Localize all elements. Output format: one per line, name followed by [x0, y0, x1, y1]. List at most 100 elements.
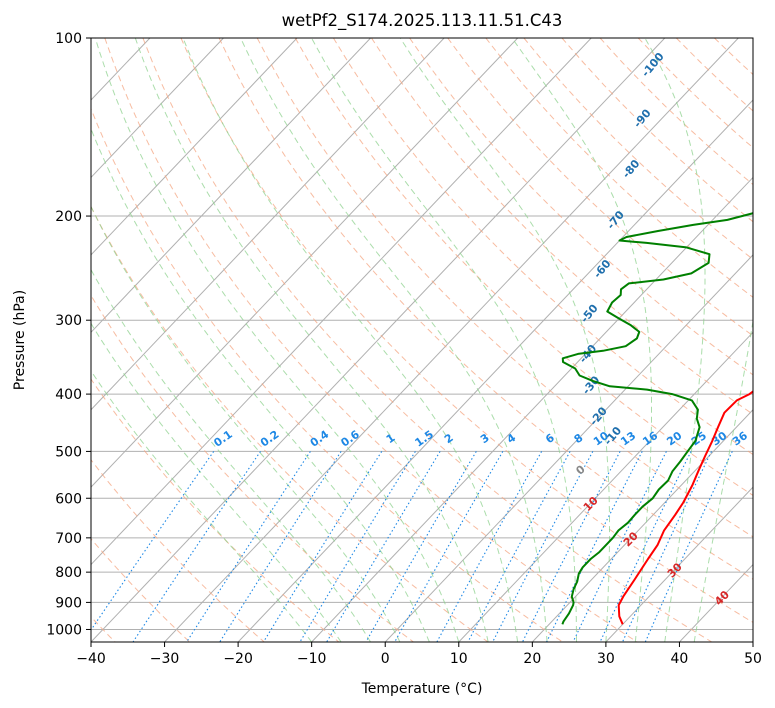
chart-title: wetPf2_S174.2025.113.11.51.C43 — [282, 11, 563, 31]
mixing-ratio-label: 1.5 — [413, 428, 436, 450]
moist-adiabat — [91, 322, 342, 642]
moist-adiabat-lines — [91, 38, 753, 642]
x-tick-label: −10 — [297, 651, 327, 667]
moist-adiabat — [511, 38, 652, 642]
x-tick-label: 40 — [671, 651, 689, 667]
height-label: -70 — [604, 208, 627, 232]
dry-adiabat — [561, 38, 753, 223]
mixing-ratio-line — [546, 451, 643, 642]
moist-adiabat — [693, 318, 753, 642]
mixing-ratio-label: 20 — [664, 429, 684, 449]
sounding-line — [561, 211, 753, 625]
mixing-ratio-label: 0.4 — [308, 428, 332, 450]
mixing-ratio-label: 16 — [640, 429, 660, 449]
mixing-ratio-label: 4 — [505, 431, 519, 446]
y-tick-label: 500 — [55, 444, 82, 460]
plot-area: 0.1 0.2 0.4 0.6 1 1.5 2 3 4 6 8 10 13 16 20 25 30 36-100-… — [0, 38, 753, 642]
isotherm-line — [752, 641, 753, 642]
x-tick-label: −30 — [150, 651, 180, 667]
mixing-ratio-line — [326, 451, 441, 642]
mixing-ratio-line — [572, 451, 667, 642]
dry-adiabat — [714, 38, 753, 76]
moist-adiabat — [182, 38, 519, 642]
dry-adiabat — [599, 38, 753, 186]
height-label: -60 — [591, 257, 614, 281]
dry-adiabat — [91, 458, 265, 642]
plot-frame — [90, 37, 754, 643]
isotherm-line — [531, 408, 753, 642]
dry-adiabat — [523, 38, 753, 260]
isotherm-line — [164, 38, 739, 642]
isotherm-line — [91, 38, 371, 334]
y-tick-label: 400 — [55, 387, 82, 403]
x-tick-label: 20 — [523, 651, 541, 667]
isotherm-line — [91, 38, 666, 642]
mixing-ratio-line — [365, 451, 477, 642]
mixing-ratio-line — [436, 451, 543, 642]
dry-adiabat — [332, 38, 753, 456]
mixing-ratio-line — [299, 451, 416, 642]
dry-adiabat — [104, 38, 638, 642]
isotherm-line — [0, 38, 3, 642]
x-tick-label: 30 — [597, 651, 615, 667]
moist-adiabat — [94, 38, 460, 642]
height-label: -80 — [620, 157, 643, 181]
mixing-ratio-line — [91, 451, 215, 631]
y-tick-label: 300 — [55, 313, 82, 329]
mixing-ratio-line — [467, 451, 571, 642]
mixing-ratio-line — [132, 451, 261, 642]
isotherm-line — [91, 38, 224, 179]
height-label: -100 — [639, 50, 667, 80]
moist-adiabat — [91, 205, 401, 642]
dry-adiabat — [637, 38, 753, 149]
y-tick-label: 900 — [55, 595, 82, 611]
y-tick-label: 1000 — [46, 622, 82, 638]
isotherm-line — [679, 563, 753, 642]
x-tick-label: 0 — [381, 651, 390, 667]
y-tick-label: 600 — [55, 491, 82, 507]
moist-adiabat — [240, 38, 548, 642]
mixing-ratio-label: 3 — [478, 431, 492, 446]
mixing-ratio-lines — [91, 451, 733, 642]
moist-adiabat — [91, 127, 430, 642]
mixing-ratio-line — [492, 451, 594, 642]
y-tick-label: 100 — [55, 31, 82, 47]
moist-adiabat — [644, 38, 706, 642]
dry-adiabat — [91, 537, 191, 642]
x-tick-label: 10 — [450, 651, 468, 667]
isotherm-line — [91, 38, 298, 256]
moist-adiabat — [311, 38, 577, 642]
dry-adiabat — [142, 38, 713, 642]
sounding-series — [561, 211, 753, 625]
dry-adiabat — [256, 38, 753, 538]
x-tick-label: −40 — [76, 651, 106, 667]
dry-adiabat-lines — [91, 38, 753, 642]
mixing-ratio-line — [622, 451, 712, 642]
y-axis: 100 200 300 400 500 600 700 800 900 1000 — [46, 31, 91, 638]
y-tick-label: 200 — [55, 209, 82, 225]
isotherm-line — [91, 38, 519, 488]
isotherm-line — [384, 254, 753, 642]
height-label: -90 — [631, 106, 654, 130]
mixing-ratio-line — [219, 451, 342, 642]
mixing-ratio-line — [394, 451, 504, 642]
mixing-ratio-line — [263, 451, 383, 642]
sounding-line — [617, 390, 753, 625]
zero-height-label: 0 — [574, 462, 588, 477]
y-axis-title: Pressure (hPa) — [12, 290, 28, 390]
isotherm-line — [458, 331, 753, 642]
dry-adiabat — [91, 294, 414, 642]
x-axis-title: Temperature (°C) — [361, 681, 483, 697]
height-label: -20 — [587, 404, 610, 428]
y-tick-label: 700 — [55, 531, 82, 547]
mixing-ratio-label: 1 — [384, 431, 398, 446]
x-tick-label: −20 — [223, 651, 253, 667]
isotherm-line — [91, 38, 445, 411]
mixing-ratio-line — [522, 451, 621, 642]
mixing-ratio-line — [599, 451, 692, 642]
dry-adiabat — [409, 38, 753, 376]
dry-adiabat — [752, 38, 753, 40]
isotherm-line — [91, 38, 592, 566]
dry-adiabat — [218, 38, 753, 580]
